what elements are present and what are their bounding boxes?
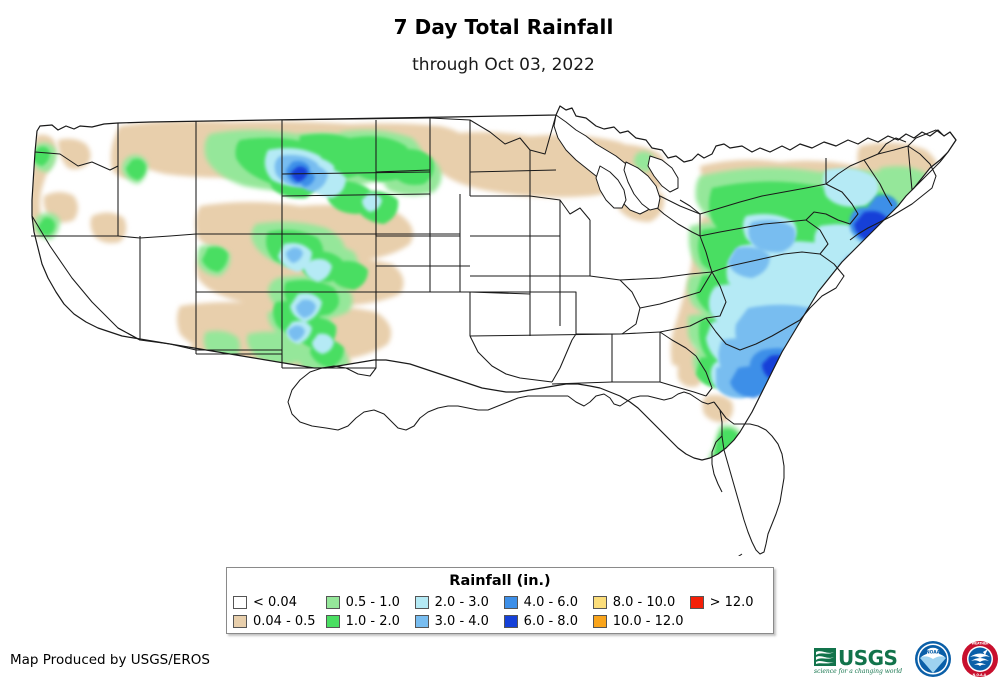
rainfall-band-10-12: [733, 451, 757, 460]
legend-column: < 0.04 0.04 - 0.5: [233, 593, 320, 631]
svg-text:N.O.A.A.: N.O.A.A.: [973, 673, 988, 677]
legend-grid: < 0.04 0.04 - 0.5 0.5 - 1.0 1.0 - 2.0 2.…: [233, 593, 767, 631]
legend-item: 8.0 - 10.0: [592, 593, 684, 612]
svg-text:science for a changing world: science for a changing world: [814, 668, 902, 675]
usgs-logo: USGS science for a changing world: [814, 646, 902, 675]
legend-item: 10.0 - 12.0: [592, 612, 684, 631]
map-credit: Map Produced by USGS/EROS: [10, 652, 210, 668]
legend-swatch: [325, 596, 340, 609]
legend-swatch: [414, 615, 429, 628]
legend-swatch: [233, 615, 247, 628]
legend-swatch: [233, 596, 247, 609]
legend-column: 8.0 - 10.0 10.0 - 12.0: [592, 593, 684, 631]
state-boundaries: [31, 114, 957, 397]
legend-label: 6.0 - 8.0: [523, 614, 578, 629]
legend-label: 0.5 - 1.0: [345, 595, 400, 610]
legend-item: 0.04 - 0.5: [233, 612, 320, 631]
legend-label: > 12.0: [709, 595, 754, 610]
legend-column: > 12.0: [689, 593, 761, 631]
legend-title: Rainfall (in.): [449, 573, 551, 589]
legend-item: 3.0 - 4.0: [414, 612, 498, 631]
legend-swatch: [503, 615, 518, 628]
national-weather-service-logo: WEATHER N.O.A.A.: [962, 641, 998, 677]
great-lakes-outline: [553, 114, 679, 215]
legend-swatch: [414, 596, 429, 609]
legend-item: > 12.0: [689, 593, 761, 612]
us-rainfall-choropleth: [31, 105, 957, 556]
legend-swatch: [592, 596, 607, 609]
legend-item: 0.5 - 1.0: [325, 593, 409, 612]
legend-label: 3.0 - 4.0: [434, 614, 489, 629]
legend-item: 1.0 - 2.0: [325, 612, 409, 631]
svg-text:NOAA: NOAA: [926, 650, 941, 656]
map-outline: [31, 105, 957, 461]
legend-label: 0.04 - 0.5: [253, 614, 316, 629]
legend-column: 2.0 - 3.0 3.0 - 4.0: [414, 593, 498, 631]
noaa-logo: NOAA: [915, 641, 951, 677]
legend-label: 4.0 - 6.0: [523, 595, 578, 610]
legend-label: 10.0 - 12.0: [612, 614, 684, 629]
rainfall-band-over-12: [737, 451, 757, 460]
title-block: 7 Day Total Rainfall through Oct 03, 202…: [0, 0, 1007, 76]
page-subtitle: through Oct 03, 2022: [412, 55, 595, 75]
legend-item: < 0.04: [233, 593, 320, 612]
legend-label: 8.0 - 10.0: [612, 595, 676, 610]
legend-swatch: [503, 596, 518, 609]
legend-label: 2.0 - 3.0: [434, 595, 489, 610]
svg-text:USGS: USGS: [838, 646, 897, 670]
legend: Rainfall (in.) < 0.04 0.04 - 0.5 0.5 - 1…: [226, 567, 774, 634]
legend-swatch: [592, 615, 607, 628]
legend-column: 4.0 - 6.0 6.0 - 8.0: [503, 593, 587, 631]
logo-strip: USGS science for a changing world NOAA W…: [804, 636, 999, 682]
legend-swatch: [325, 615, 340, 628]
legend-swatch: [689, 596, 704, 609]
legend-column: 0.5 - 1.0 1.0 - 2.0: [325, 593, 409, 631]
legend-item: 4.0 - 6.0: [503, 593, 587, 612]
gulf-and-florida-outline: [287, 292, 785, 556]
rainfall-map: [0, 96, 1007, 556]
legend-label: 1.0 - 2.0: [345, 614, 400, 629]
legend-item: 2.0 - 3.0: [414, 593, 498, 612]
legend-label: < 0.04: [253, 595, 297, 610]
page-title: 7 Day Total Rainfall: [393, 15, 614, 39]
legend-item: 6.0 - 8.0: [503, 612, 587, 631]
svg-text:WEATHER: WEATHER: [972, 642, 989, 646]
